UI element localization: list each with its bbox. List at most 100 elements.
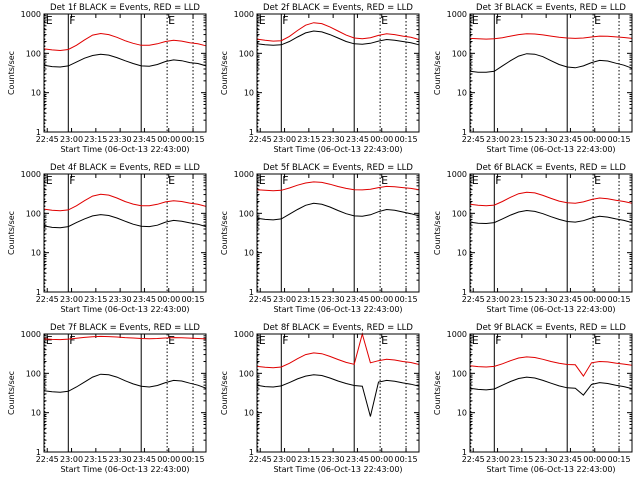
event-marker-label: E (46, 174, 53, 187)
series-line (256, 22, 420, 42)
x-tick-label: 00:00 (370, 455, 393, 464)
event-marker-label: F (69, 14, 75, 27)
x-tick-label: 23:00 (60, 295, 83, 304)
x-axis-label: Start Time (06-Oct-13 22:43:00) (60, 145, 189, 154)
x-tick-label: 00:15 (182, 455, 205, 464)
x-tick-label: 22:45 (249, 135, 272, 144)
x-tick-label: 23:15 (84, 455, 107, 464)
x-axis-label: Start Time (06-Oct-13 22:43:00) (486, 465, 615, 474)
event-marker-label: E (594, 14, 601, 27)
y-tick-label: 10 (244, 89, 254, 98)
chart-title: Det 3f BLACK = Events, RED = LLD (476, 3, 626, 13)
series-line (256, 202, 420, 221)
x-tick-label: 23:00 (273, 135, 296, 144)
y-tick-label: 1 (462, 288, 467, 297)
chart-title: Det 4f BLACK = Events, RED = LLD (50, 163, 200, 173)
event-marker-label: E (472, 14, 479, 27)
event-marker-label: E (381, 334, 388, 347)
event-marker-label: E (259, 174, 266, 187)
event-marker-label: F (495, 174, 501, 187)
x-tick-label: 00:00 (370, 295, 393, 304)
event-marker-label: E (168, 174, 175, 187)
x-tick-label: 00:00 (157, 295, 180, 304)
y-axis-label: Counts/sec (7, 371, 16, 415)
x-tick-label: 23:45 (559, 295, 582, 304)
y-tick-label: 1000 (234, 10, 254, 19)
event-marker-label: E (594, 174, 601, 187)
chart-title: Det 2f BLACK = Events, RED = LLD (263, 3, 413, 13)
y-tick-label: 1000 (447, 170, 467, 179)
x-tick-label: 23:30 (109, 455, 132, 464)
event-marker-label: F (282, 14, 288, 27)
chart-title: Det 8f BLACK = Events, RED = LLD (263, 323, 413, 333)
event-marker-label: E (472, 334, 479, 347)
y-tick-label: 1000 (234, 330, 254, 339)
x-tick-label: 23:15 (297, 135, 320, 144)
plot-frame (469, 333, 633, 453)
x-tick-label: 23:45 (346, 135, 369, 144)
y-tick-label: 100 (239, 49, 254, 58)
event-marker-label: F (495, 14, 501, 27)
chart-title: Det 9f BLACK = Events, RED = LLD (476, 323, 626, 333)
x-tick-label: 23:30 (109, 295, 132, 304)
series-line (43, 373, 207, 393)
event-marker-label: F (495, 334, 501, 347)
event-marker-label: F (69, 174, 75, 187)
x-tick-label: 23:00 (486, 455, 509, 464)
series-line (469, 33, 633, 40)
series-line (469, 376, 633, 396)
x-tick-label: 22:45 (36, 455, 59, 464)
event-marker-label: E (259, 334, 266, 347)
x-tick-label: 23:00 (486, 295, 509, 304)
chart-title: Det 5f BLACK = Events, RED = LLD (263, 163, 413, 173)
x-tick-label: 00:00 (157, 455, 180, 464)
x-tick-label: 00:15 (608, 455, 631, 464)
y-tick-label: 1000 (447, 10, 467, 19)
y-tick-label: 1 (36, 128, 41, 137)
x-tick-label: 23:30 (535, 295, 558, 304)
series-line (43, 214, 207, 229)
chart-title: Det 1f BLACK = Events, RED = LLD (50, 3, 200, 13)
x-tick-label: 22:45 (36, 295, 59, 304)
series-line (256, 30, 420, 46)
x-tick-label: 23:30 (109, 135, 132, 144)
event-marker-label: F (69, 334, 75, 347)
x-tick-label: 22:45 (462, 455, 485, 464)
series-line (43, 53, 207, 68)
y-tick-label: 10 (457, 409, 467, 418)
x-axis-label: Start Time (06-Oct-13 22:43:00) (273, 305, 402, 314)
series-line (256, 181, 420, 192)
x-tick-label: 23:00 (486, 135, 509, 144)
x-tick-label: 22:45 (249, 455, 272, 464)
y-axis-label: Counts/sec (220, 371, 229, 415)
x-tick-label: 00:15 (395, 295, 418, 304)
x-tick-label: 23:30 (322, 455, 345, 464)
x-tick-label: 23:45 (559, 135, 582, 144)
y-tick-label: 100 (239, 369, 254, 378)
x-tick-label: 23:30 (535, 135, 558, 144)
series-line (43, 32, 207, 52)
y-tick-label: 1 (249, 288, 254, 297)
x-tick-label: 23:15 (510, 455, 533, 464)
series-line (469, 53, 633, 73)
chart-title: Det 6f BLACK = Events, RED = LLD (476, 163, 626, 173)
x-tick-label: 23:15 (510, 295, 533, 304)
x-axis-label: Start Time (06-Oct-13 22:43:00) (60, 305, 189, 314)
series-line (469, 356, 633, 378)
y-tick-label: 10 (244, 409, 254, 418)
event-marker-label: E (381, 14, 388, 27)
x-tick-label: 23:00 (60, 455, 83, 464)
y-tick-label: 10 (31, 89, 41, 98)
x-tick-label: 00:15 (182, 295, 205, 304)
x-tick-label: 00:00 (583, 455, 606, 464)
x-tick-label: 23:45 (346, 455, 369, 464)
y-axis-label: Counts/sec (220, 51, 229, 95)
x-tick-label: 00:15 (608, 295, 631, 304)
y-axis-label: Counts/sec (220, 211, 229, 255)
y-tick-label: 1 (36, 288, 41, 297)
series-line (256, 374, 420, 417)
